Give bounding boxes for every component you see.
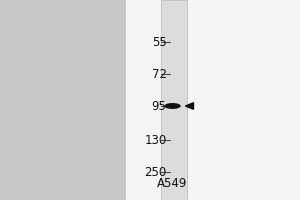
Text: 250: 250 [144,166,166,178]
Text: 55: 55 [152,36,167,48]
Bar [161,0,187,200]
Text: 95: 95 [152,99,166,112]
Text: 72: 72 [152,68,166,80]
Ellipse shape [164,103,181,109]
Polygon shape [185,103,194,109]
Text: A549: A549 [157,177,188,190]
Text: 130: 130 [144,134,166,146]
Bar [126,0,300,200]
